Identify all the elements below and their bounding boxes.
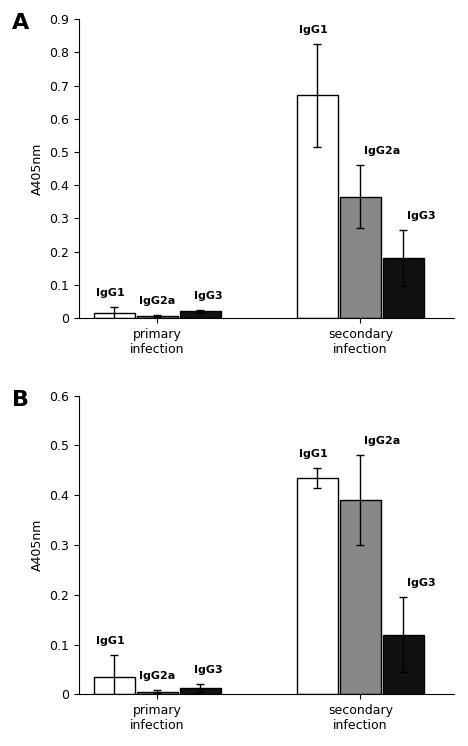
- Bar: [340, 500, 381, 695]
- Text: IgG1: IgG1: [96, 288, 125, 298]
- Text: IgG2a: IgG2a: [139, 296, 176, 307]
- Text: IgG3: IgG3: [194, 291, 222, 301]
- Bar: [137, 316, 178, 318]
- Bar: [297, 95, 338, 318]
- Text: IgG3: IgG3: [407, 211, 436, 221]
- Text: IgG3: IgG3: [194, 665, 222, 675]
- Y-axis label: A405nm: A405nm: [31, 142, 44, 195]
- Bar: [137, 692, 178, 695]
- Text: IgG2a: IgG2a: [139, 671, 176, 681]
- Text: IgG1: IgG1: [96, 636, 125, 645]
- Text: IgG2a: IgG2a: [364, 436, 401, 446]
- Bar: [180, 311, 220, 318]
- Bar: [340, 197, 381, 318]
- Bar: [383, 258, 424, 318]
- Text: IgG2a: IgG2a: [364, 146, 401, 156]
- Bar: [94, 677, 135, 695]
- Bar: [383, 635, 424, 695]
- Y-axis label: A405nm: A405nm: [31, 518, 44, 571]
- Text: A: A: [12, 13, 29, 33]
- Text: IgG1: IgG1: [299, 25, 328, 35]
- Text: B: B: [12, 389, 29, 410]
- Bar: [94, 313, 135, 318]
- Text: IgG3: IgG3: [407, 578, 436, 589]
- Bar: [297, 477, 338, 695]
- Text: IgG1: IgG1: [299, 449, 328, 459]
- Bar: [180, 689, 220, 695]
